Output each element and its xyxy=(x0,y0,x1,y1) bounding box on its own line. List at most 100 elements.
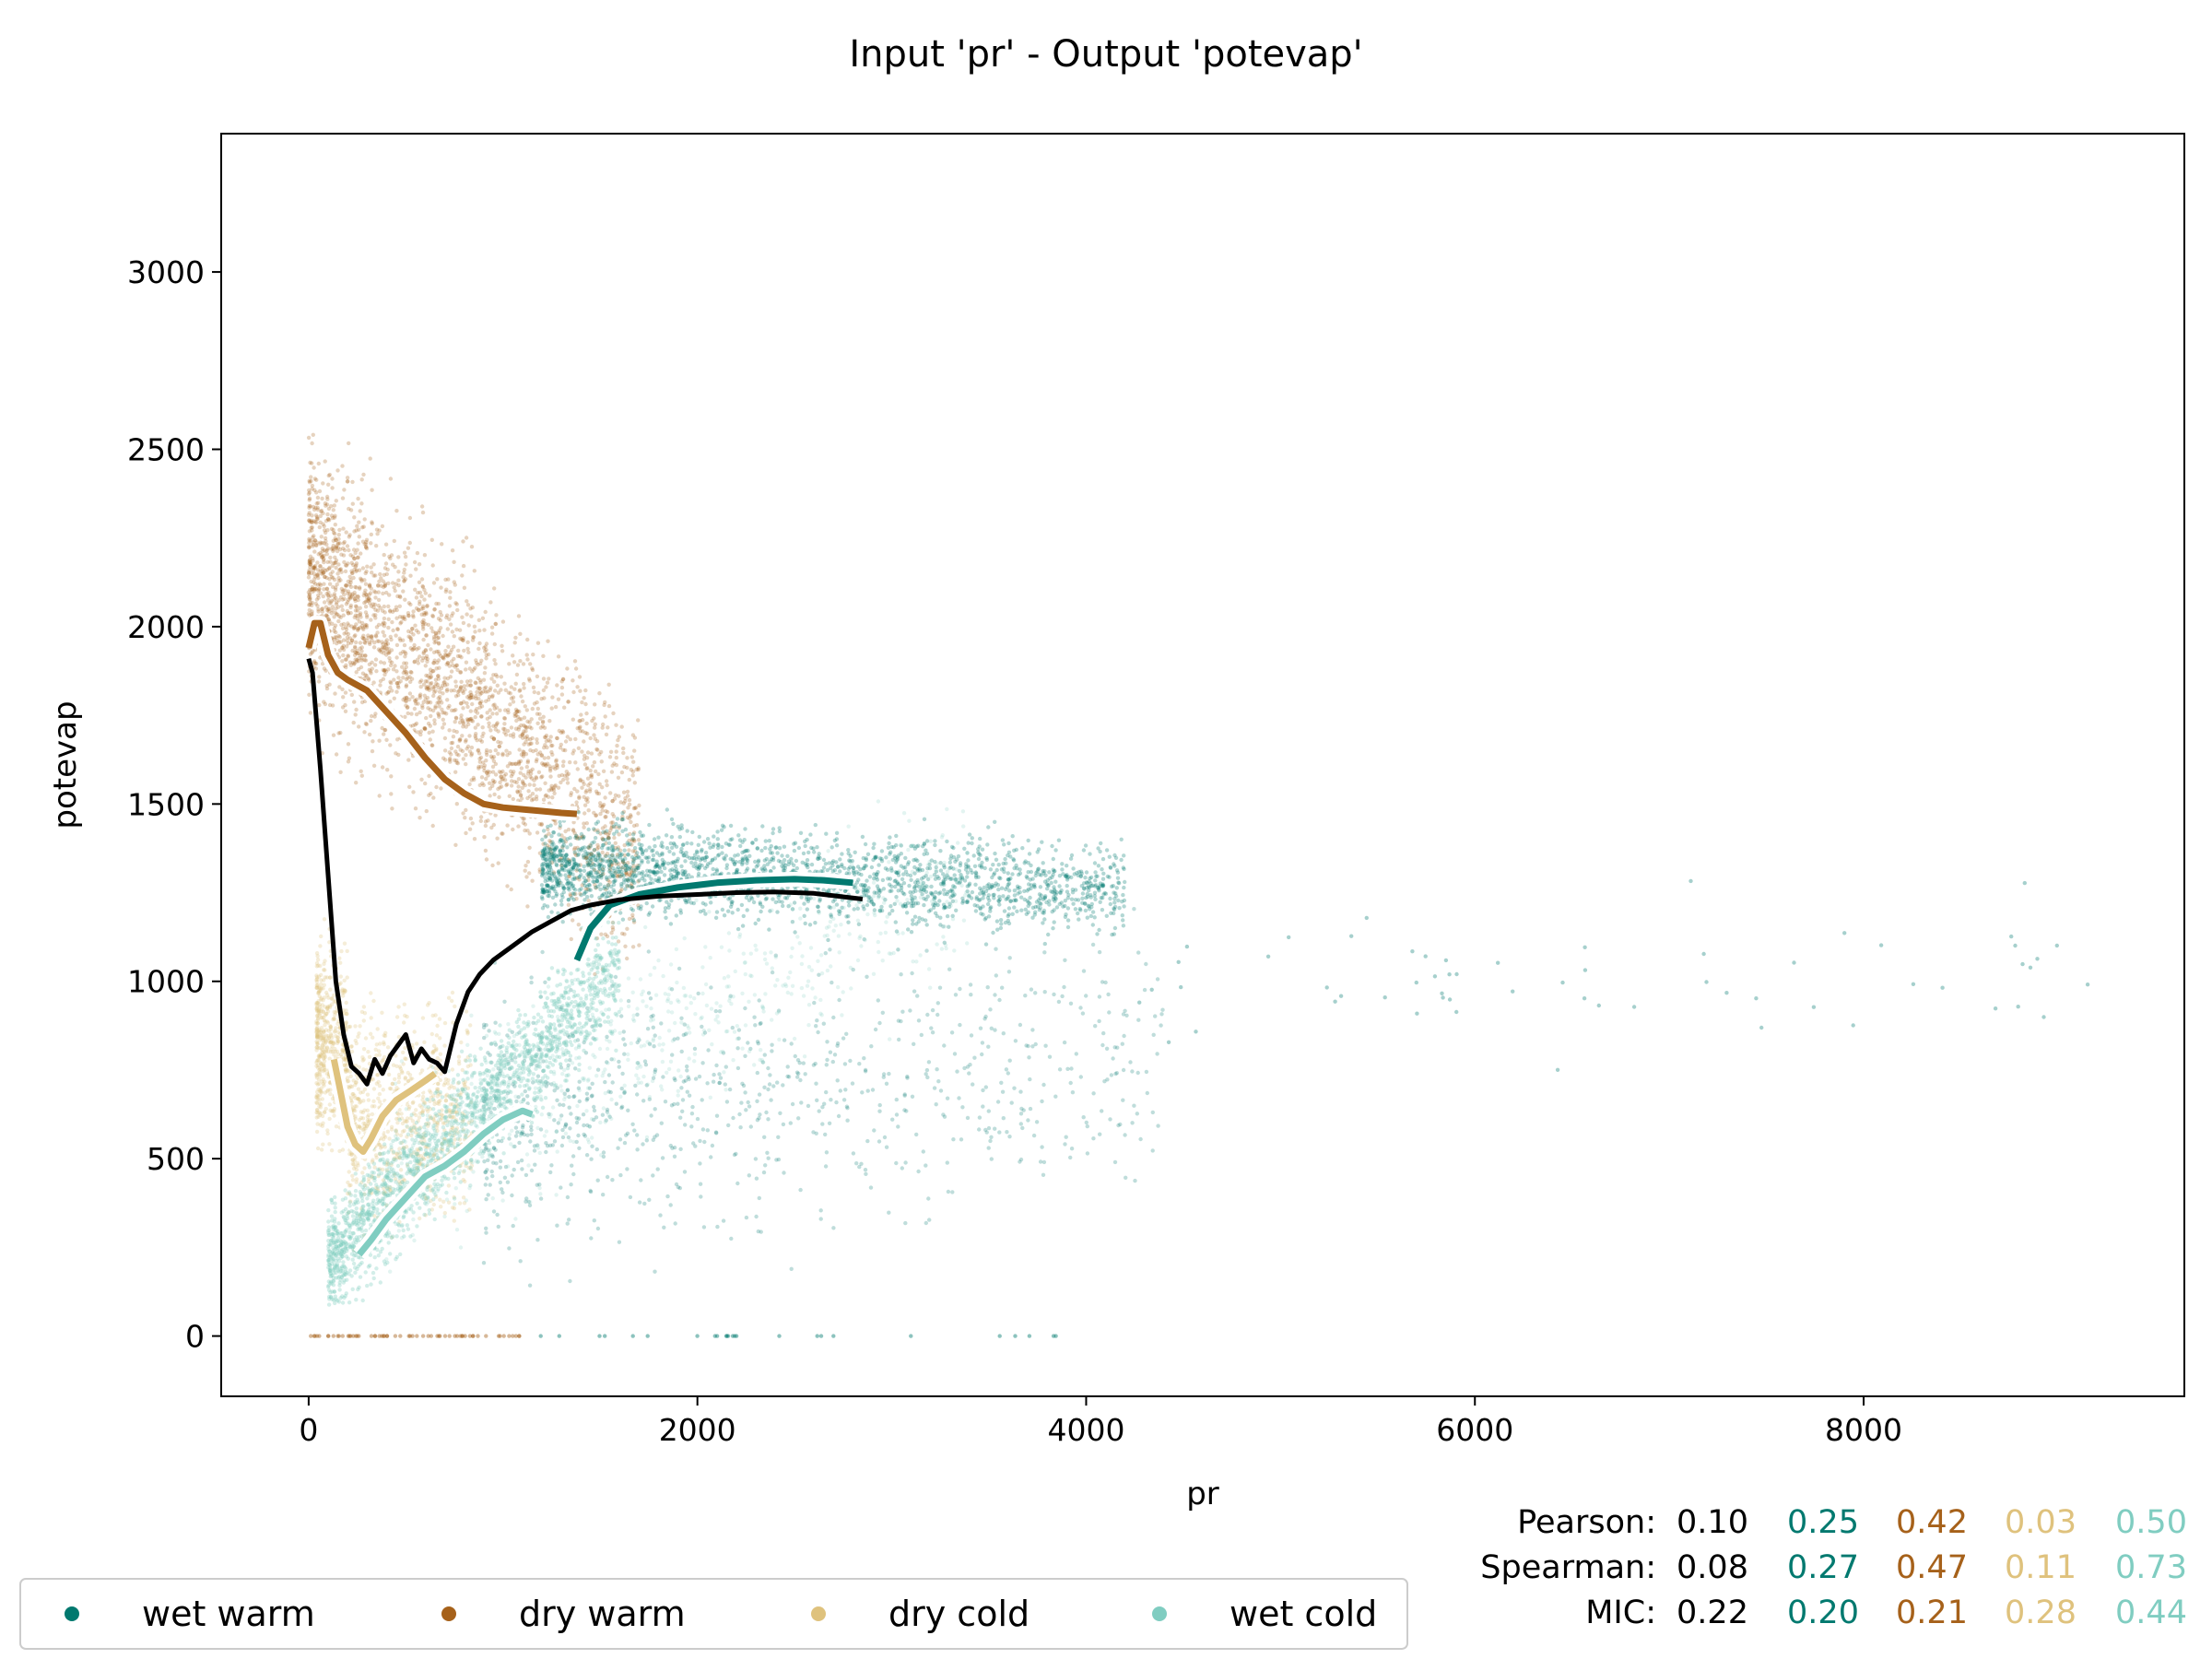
scatter-point xyxy=(329,1148,335,1153)
scatter-point xyxy=(423,697,428,701)
scatter-point xyxy=(372,589,377,594)
scatter-point xyxy=(461,722,466,726)
scatter-point xyxy=(419,594,424,599)
scatter-point xyxy=(325,497,330,501)
scatter-point xyxy=(600,866,606,872)
scatter-point xyxy=(386,689,391,694)
scatter-point xyxy=(634,767,639,772)
scatter-point xyxy=(544,763,548,769)
scatter-point xyxy=(497,744,501,748)
scatter-point xyxy=(603,824,607,829)
scatter-point xyxy=(574,897,579,901)
scatter-point xyxy=(571,829,576,833)
scatter-point xyxy=(346,579,350,584)
scatter-point xyxy=(330,546,335,550)
scatter-point xyxy=(805,907,809,912)
scatter-point xyxy=(577,877,582,882)
scatter-point xyxy=(584,821,589,826)
scatter-point xyxy=(406,611,411,616)
scatter-point xyxy=(578,729,582,734)
scatter-point xyxy=(363,641,368,645)
scatter-point xyxy=(477,692,483,697)
scatter-point xyxy=(394,616,399,620)
scatter-point xyxy=(605,852,610,856)
scatter-point xyxy=(491,755,497,759)
scatter-point xyxy=(511,796,515,802)
scatter-point xyxy=(346,600,350,605)
scatter-point xyxy=(423,655,429,661)
scatter-point xyxy=(369,532,373,537)
scatter-point xyxy=(796,845,802,851)
scatter-point xyxy=(525,637,530,642)
scatter-point xyxy=(494,722,500,726)
scatter-point xyxy=(314,960,320,966)
scatter-point xyxy=(341,653,346,658)
scatter-point xyxy=(500,619,506,624)
scatter-point xyxy=(402,661,406,665)
scatter-point xyxy=(382,604,386,609)
scatter-point xyxy=(465,704,470,710)
scatter-point xyxy=(447,617,452,621)
scatter-point xyxy=(425,659,429,664)
scatter-point xyxy=(566,827,571,832)
scatter-point xyxy=(352,644,358,649)
scatter-point xyxy=(310,609,314,614)
scatter-point xyxy=(398,1133,404,1138)
scatter-point xyxy=(370,488,374,492)
scatter-point xyxy=(573,666,579,671)
scatter-point xyxy=(311,649,315,653)
scatter-point xyxy=(411,609,416,614)
scatter-point xyxy=(557,728,561,734)
scatter-point xyxy=(346,641,351,646)
scatter-point xyxy=(372,602,378,607)
scatter-point xyxy=(456,693,461,698)
scatter-point xyxy=(433,704,438,709)
scatter-point xyxy=(813,822,818,828)
scatter-point xyxy=(801,851,806,856)
scatter-point xyxy=(361,593,366,598)
scatter-point xyxy=(315,1094,321,1099)
scatter-point xyxy=(477,759,482,764)
scatter-point xyxy=(607,755,613,759)
scatter-point xyxy=(613,841,618,845)
scatter-point xyxy=(327,682,332,687)
scatter-point xyxy=(531,748,535,754)
scatter-point xyxy=(339,586,344,592)
scatter-point xyxy=(307,597,312,602)
scatter-point xyxy=(316,500,321,505)
scatter-point xyxy=(307,478,312,483)
scatter-point xyxy=(559,679,564,684)
scatter-point xyxy=(511,732,516,736)
scatter-point xyxy=(330,477,335,481)
scatter-point xyxy=(482,763,488,768)
scatter-point xyxy=(472,569,477,573)
scatter-point xyxy=(329,526,335,532)
scatter-point xyxy=(308,559,313,565)
scatter-point xyxy=(343,709,348,713)
scatter-point xyxy=(491,822,496,828)
scatter-point xyxy=(322,553,326,559)
scatter-point xyxy=(453,720,457,724)
scatter-point xyxy=(1100,877,1106,881)
scatter-point xyxy=(312,477,317,481)
scatter-point xyxy=(922,817,927,821)
scatter-point xyxy=(423,781,428,786)
scatter-point xyxy=(417,580,422,584)
scatter-point xyxy=(540,719,546,724)
scatter-point xyxy=(375,608,381,613)
scatter-point xyxy=(608,828,613,832)
scatter-point xyxy=(371,1087,377,1091)
scatter-point xyxy=(439,1205,443,1209)
scatter-point xyxy=(468,689,473,695)
scatter-point xyxy=(423,679,429,684)
scatter-point xyxy=(636,718,641,723)
scatter-point xyxy=(414,712,419,717)
scatter-point xyxy=(398,679,403,684)
scatter-point xyxy=(334,565,338,571)
scatter-point xyxy=(588,768,593,773)
scatter-point xyxy=(382,624,387,629)
scatter-point xyxy=(391,667,396,672)
scatter-point xyxy=(355,524,359,528)
scatter-point xyxy=(477,686,482,691)
scatter-point xyxy=(586,845,591,850)
